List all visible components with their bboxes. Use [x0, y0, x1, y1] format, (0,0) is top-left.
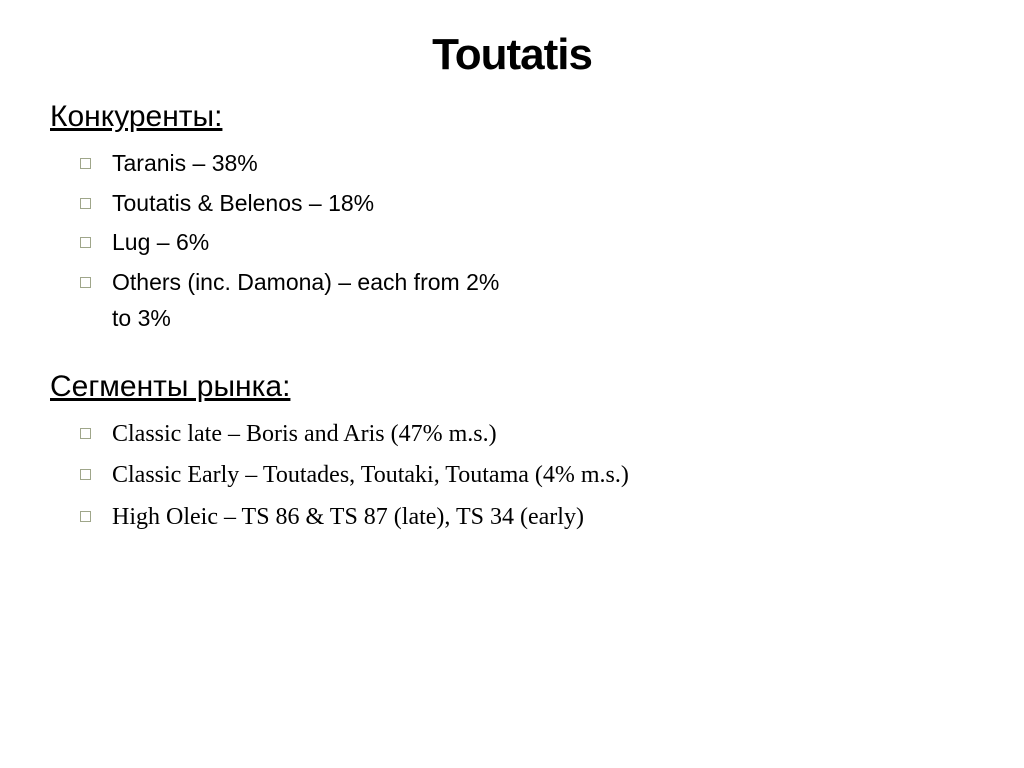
- list-item: Taranis – 38%: [80, 146, 500, 182]
- list-item: Classic late – Boris and Aris (47% m.s.): [80, 416, 974, 453]
- list-item: Toutatis & Belenos – 18%: [80, 186, 500, 222]
- bullet-list-competitors: Taranis – 38% Toutatis & Belenos – 18% L…: [50, 146, 974, 336]
- bullet-list-segments: Classic late – Boris and Aris (47% m.s.)…: [50, 416, 974, 536]
- list-item: High Oleic – TS 86 & TS 87 (late), TS 34…: [80, 499, 974, 536]
- section-heading-competitors: Конкуренты:: [50, 100, 974, 134]
- list-item: Others (inc. Damona) – each from 2% to 3…: [80, 265, 500, 336]
- section-heading-segments: Сегменты рынка:: [50, 370, 974, 404]
- slide-title: Toutatis: [50, 30, 974, 80]
- list-item: Classic Early – Toutades, Toutaki, Touta…: [80, 457, 974, 494]
- list-item: Lug – 6%: [80, 225, 500, 261]
